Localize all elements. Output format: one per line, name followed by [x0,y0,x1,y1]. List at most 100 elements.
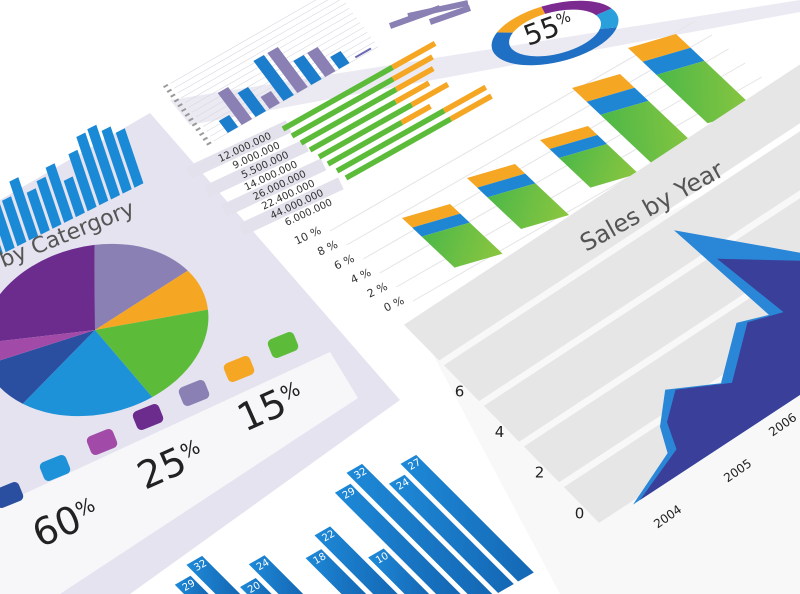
gridline [181,3,347,99]
bar-value-label: 27 [406,457,423,473]
gridline [177,0,343,94]
bar-value-label: 32 [192,558,209,574]
bar-green [299,86,398,146]
bar [174,575,209,594]
top-left-bar-chart [0,124,144,255]
bar-green [326,120,404,167]
bar-segment [477,173,536,198]
bar-segment [642,47,705,75]
gridline [174,0,339,89]
bar-green [290,76,395,139]
row-stripe [203,139,309,198]
gridline [199,27,365,123]
bar-green [281,64,394,132]
tick-mark [184,112,191,117]
tick-mark [195,127,201,132]
pie-slice [0,330,95,404]
top-horizontal-bars [388,0,471,29]
gridline [192,17,357,113]
stacked-bar [628,33,756,124]
row-stripe [238,177,344,236]
tick-mark [206,141,212,146]
bar-orange [410,81,450,108]
bar-orange [449,93,493,122]
bar-segment [487,183,570,230]
gridline [206,36,372,132]
grid-band [403,64,800,361]
pie-slice [0,244,95,344]
donut-segment [496,6,546,33]
bar [248,555,304,594]
tick-mark [177,103,183,108]
pie-slice [95,309,209,398]
bar [63,176,85,218]
gridline [188,12,354,108]
bar-segment [540,125,598,149]
bar-value-label: 20 [246,580,263,594]
bar [87,124,120,200]
grid-band [443,131,800,402]
gridline [346,34,713,246]
donut-segment [491,27,617,66]
bar [9,177,39,241]
bar [330,50,350,69]
pie-slice [94,243,188,330]
legend-swatch [267,331,299,359]
bar-segment [656,60,756,124]
bar [0,204,15,253]
horizontal-bar [407,0,469,19]
bar [186,555,241,594]
area-fill [640,258,800,500]
donut-segment [595,8,619,30]
y-tick-label: 2 [535,464,545,482]
row-stripe [186,120,292,179]
horizontal-bar-list: 12.000.0009.000.0005.500.00014.000.00026… [186,40,493,236]
bar-value-label: 22 [320,528,337,544]
bar-orange [442,84,488,114]
bar [368,548,430,594]
bar [253,54,294,101]
bar [26,188,50,235]
tick-mark [202,136,209,141]
bar-orange [400,103,432,125]
bar-segment [586,87,649,115]
tick-mark [180,107,187,113]
bar [346,463,493,594]
bar [388,474,514,593]
tick-mark [173,98,180,103]
row-stripe [221,158,327,217]
tick-mark [170,93,176,98]
donut-percent-sign: % [554,7,574,29]
tick-mark [162,83,169,89]
bar [260,90,280,109]
tick-mark [198,131,205,137]
tick-mark [191,122,198,127]
horizontal-bar [429,5,471,25]
bar-segment [402,203,461,228]
bar [334,483,461,594]
legend-swatch [86,428,118,456]
bar [237,86,267,117]
bar [101,126,132,194]
legend-swatch [223,355,255,383]
top-panel-stripe [170,0,800,125]
bar-segment [421,222,503,268]
bar [68,149,97,212]
gridline [170,0,336,84]
y-tick-label: 6 [455,383,465,401]
legend-swatch [178,379,210,407]
gridline [184,7,350,103]
bar-value-label: 32 [352,466,369,482]
bar [115,128,144,188]
bar [218,114,239,133]
pie-slice [0,330,95,366]
bar-segment [628,33,691,62]
tick-mark [188,117,194,122]
legend-swatch [0,481,24,509]
grid-band [523,265,800,483]
gridline [329,20,696,232]
bar-green [317,102,414,160]
bar-orange [394,66,435,92]
